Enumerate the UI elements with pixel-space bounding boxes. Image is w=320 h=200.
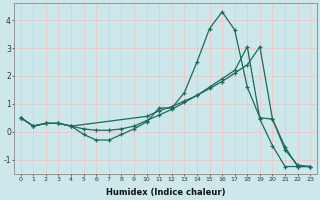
X-axis label: Humidex (Indice chaleur): Humidex (Indice chaleur) <box>106 188 225 197</box>
